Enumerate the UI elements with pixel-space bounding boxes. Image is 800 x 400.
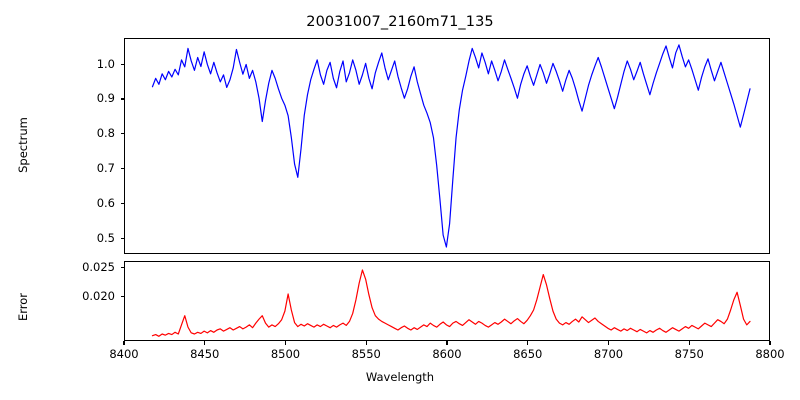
error-ytick-label-0: 0.020 (82, 288, 115, 303)
error-ytick-mark-1 (120, 267, 124, 269)
error-plot-area (124, 261, 770, 341)
xtick-label-3: 8550 (351, 347, 381, 361)
spectrum-ytick-label-4: 0.9 (96, 91, 115, 106)
xtick-mark-5 (527, 341, 529, 345)
spectrum-series (125, 39, 771, 255)
xtick-mark-4 (446, 341, 448, 345)
spectrum-ytick-label-1: 0.6 (96, 195, 115, 210)
spectrum-ytick-mark-0 (120, 237, 124, 239)
xtick-label-7: 8750 (674, 347, 704, 361)
xtick-mark-6 (607, 341, 610, 345)
spectrum-ytick-mark-4 (120, 98, 124, 100)
figure-title: 20031007_2160m71_135 (306, 14, 494, 30)
xtick-mark-3 (365, 341, 367, 345)
xtick-label-1: 8450 (190, 347, 220, 361)
error-ytick-mark-0 (120, 295, 124, 297)
spectrum-ytick-mark-3 (120, 133, 124, 135)
xtick-mark-0 (123, 341, 125, 345)
spectrum-ytick-label-3: 0.8 (96, 126, 115, 141)
spectrum-ytick-label-5: 1.0 (96, 56, 115, 71)
xtick-label-5: 8650 (513, 347, 543, 361)
spectrum-ytick-label-2: 0.7 (96, 161, 115, 176)
error-ytick-label-1: 0.025 (82, 260, 115, 275)
xtick-mark-2 (284, 341, 287, 345)
y-axis-label-error: Error (16, 292, 30, 322)
xtick-label-6: 8700 (593, 347, 624, 361)
xtick-label-2: 8500 (270, 347, 301, 361)
spectrum-ytick-mark-2 (120, 168, 124, 170)
spectrum-plot-area (124, 38, 770, 254)
xtick-label-4: 8600 (432, 347, 462, 361)
x-axis-label: Wavelength (365, 370, 435, 384)
error-series (125, 262, 771, 342)
xtick-mark-1 (204, 341, 206, 345)
y-axis-label-spectrum: Spectrum (16, 117, 30, 173)
xtick-mark-7 (688, 341, 690, 345)
xtick-mark-8 (769, 341, 771, 345)
xtick-label-8: 8800 (755, 347, 785, 361)
spectrum-ytick-label-0: 0.5 (96, 230, 115, 245)
spectrum-ytick-mark-5 (120, 63, 124, 65)
xtick-label-0: 8400 (109, 347, 139, 361)
spectrum-ytick-mark-1 (120, 202, 124, 205)
